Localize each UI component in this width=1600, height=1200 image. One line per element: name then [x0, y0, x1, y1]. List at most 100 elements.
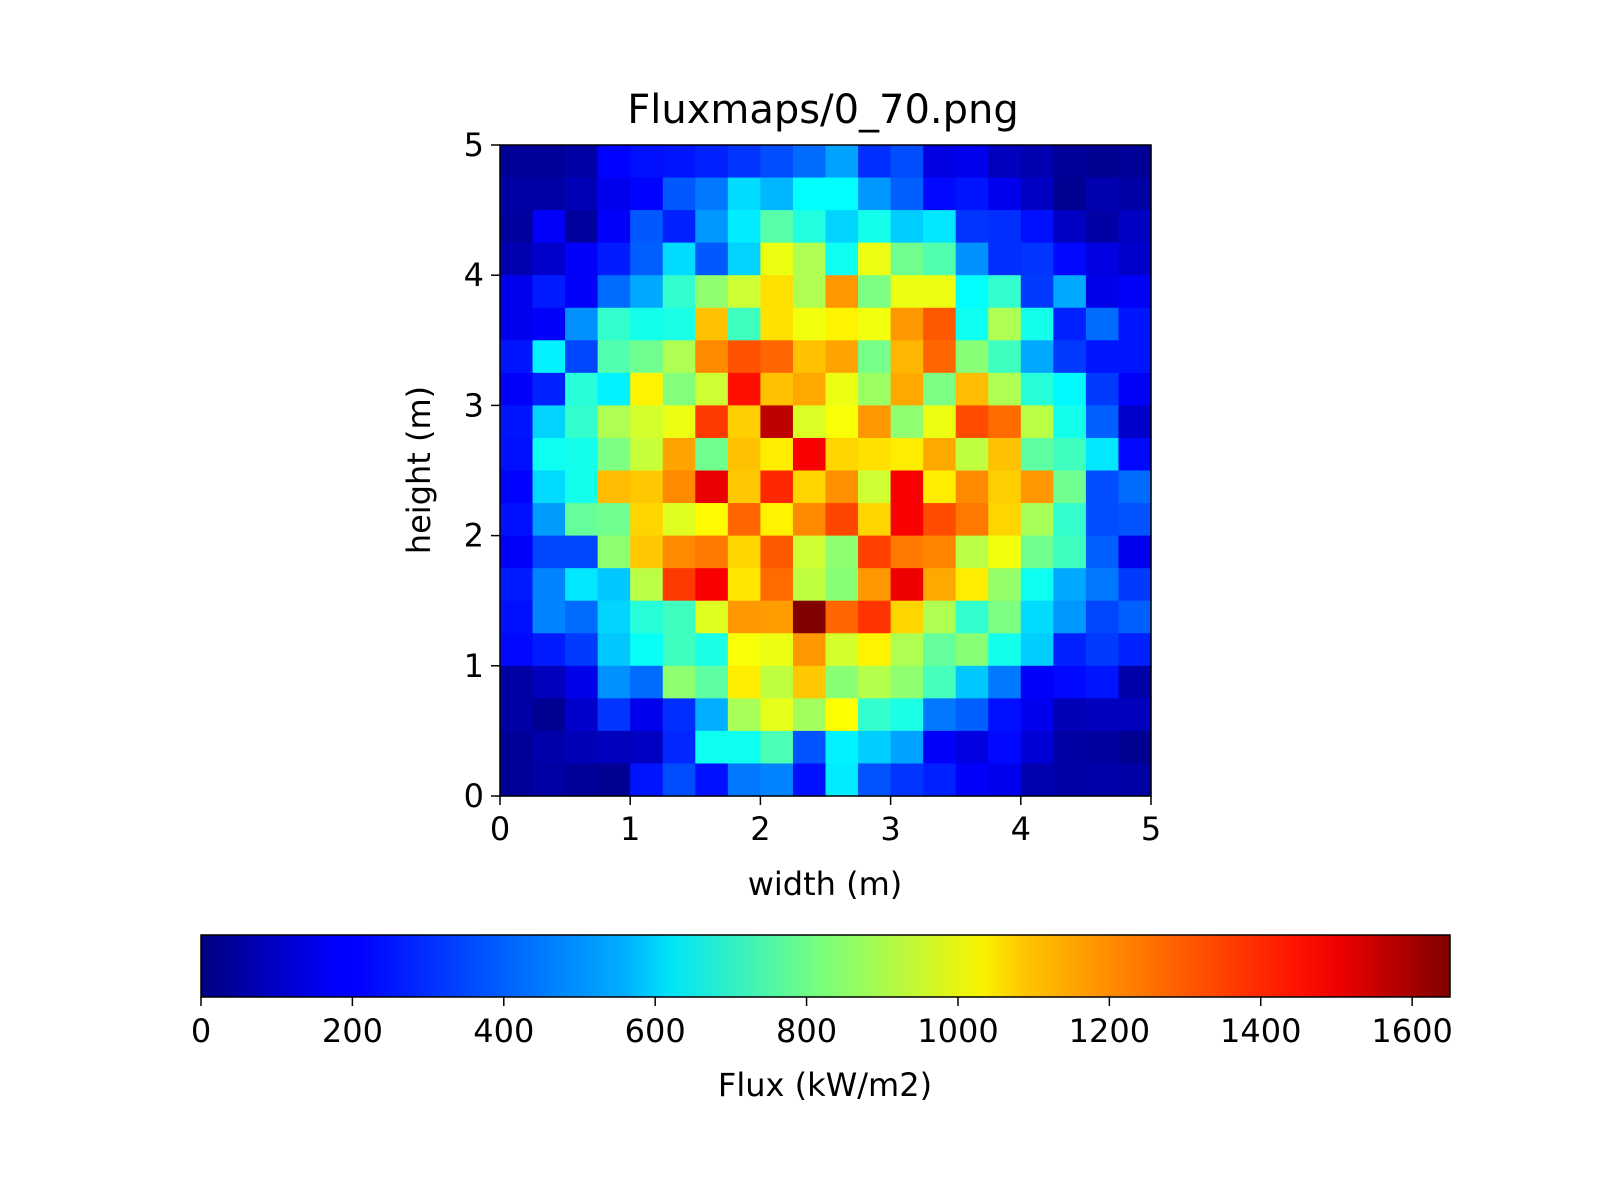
- heatmap-cell: [727, 665, 761, 699]
- heatmap-cell: [532, 470, 566, 504]
- heatmap-cell: [565, 340, 599, 374]
- heatmap-cell: [565, 503, 599, 537]
- heatmap-cell: [695, 600, 729, 634]
- plot-frame: [499, 144, 1152, 797]
- x-axis-ticks: 0 1 2 3 4 5: [490, 796, 1161, 848]
- heatmap-cell: [923, 535, 957, 569]
- heatmap-cell: [988, 405, 1022, 439]
- heatmap-cell: [565, 665, 599, 699]
- heatmap-cell: [890, 503, 924, 537]
- heatmap-cell: [662, 470, 696, 504]
- heatmap-cells: [500, 145, 1152, 797]
- heatmap-cell: [1053, 405, 1087, 439]
- heatmap-cell: [695, 275, 729, 309]
- heatmap-cell: [923, 503, 957, 537]
- heatmap-cell: [727, 275, 761, 309]
- heatmap-cell: [760, 340, 794, 374]
- heatmap-cell: [597, 568, 631, 602]
- heatmap-cell: [858, 535, 892, 569]
- heatmap-cell: [988, 210, 1022, 244]
- heatmap-cell: [858, 405, 892, 439]
- heatmap-cell: [500, 730, 534, 765]
- heatmap-cell: [988, 177, 1022, 211]
- heatmap-cell: [1020, 600, 1054, 634]
- heatmap-cell: [825, 665, 859, 699]
- heatmap-cell: [695, 145, 729, 179]
- heatmap-cell: [955, 665, 989, 699]
- heatmap-cell: [727, 633, 761, 667]
- heatmap-cell: [532, 145, 566, 179]
- heatmap-cell: [662, 275, 696, 309]
- heatmap-cell: [565, 210, 599, 244]
- heatmap-cell: [532, 275, 566, 309]
- heatmap-cell: [597, 340, 631, 374]
- heatmap-cell: [988, 535, 1022, 569]
- heatmap-cell: [825, 763, 859, 797]
- heatmap-cell: [500, 177, 534, 211]
- heatmap-cell: [955, 340, 989, 374]
- heatmap-cell: [923, 568, 957, 602]
- heatmap-cell: [1118, 340, 1152, 374]
- heatmap-cell: [662, 633, 696, 667]
- heatmap-cell: [825, 372, 859, 406]
- heatmap-cell: [500, 470, 534, 504]
- heatmap-cell: [597, 470, 631, 504]
- heatmap-cell: [1085, 145, 1120, 179]
- x-tick-label: 4: [1011, 810, 1031, 848]
- heatmap-cell: [1053, 503, 1087, 537]
- colorbar-tick-label: 800: [776, 1012, 837, 1050]
- heatmap-cell: [727, 210, 761, 244]
- heatmap-cell: [597, 145, 631, 179]
- heatmap-cell: [1085, 437, 1120, 472]
- heatmap-cell: [1020, 633, 1054, 667]
- heatmap-cell: [1118, 210, 1152, 244]
- heatmap-cell: [988, 437, 1022, 472]
- heatmap-cell: [727, 503, 761, 537]
- heatmap-cell: [858, 600, 892, 634]
- heatmap-cell: [1118, 145, 1152, 179]
- heatmap-cell: [1085, 177, 1120, 211]
- x-tick-label: 3: [880, 810, 900, 848]
- heatmap-cell: [727, 568, 761, 602]
- heatmap-cell: [760, 698, 794, 732]
- heatmap-cell: [858, 177, 892, 211]
- heatmap-cell: [662, 210, 696, 244]
- heatmap-cell: [695, 698, 729, 732]
- heatmap-cell: [792, 503, 827, 537]
- heatmap-cell: [792, 145, 827, 179]
- heatmap-cell: [1053, 730, 1087, 765]
- heatmap-cell: [565, 405, 599, 439]
- heatmap-cell: [630, 307, 664, 341]
- heatmap-cell: [1085, 503, 1120, 537]
- heatmap-cell: [955, 503, 989, 537]
- heatmap-cell: [792, 372, 827, 406]
- heatmap-cell: [988, 470, 1022, 504]
- heatmap-cell: [1020, 340, 1054, 374]
- heatmap-cell: [792, 568, 827, 602]
- heatmap-cell: [988, 307, 1022, 341]
- heatmap-cell: [1085, 340, 1120, 374]
- heatmap-cell: [890, 242, 924, 276]
- heatmap-cell: [727, 340, 761, 374]
- heatmap-cell: [955, 242, 989, 276]
- heatmap-cell: [1085, 307, 1120, 341]
- heatmap-cell: [760, 145, 794, 179]
- heatmap-cell: [792, 307, 827, 341]
- heatmap-cell: [890, 763, 924, 797]
- heatmap-cell: [532, 372, 566, 406]
- heatmap-cell: [825, 405, 859, 439]
- heatmap-cell: [792, 698, 827, 732]
- heatmap-cell: [500, 600, 534, 634]
- heatmap-cell: [1118, 730, 1152, 765]
- heatmap-cell: [988, 633, 1022, 667]
- heatmap-cell: [858, 470, 892, 504]
- heatmap-cell: [630, 600, 664, 634]
- y-tick-label: 5: [464, 126, 484, 164]
- heatmap-cell: [1053, 145, 1087, 179]
- heatmap-cell: [532, 698, 566, 732]
- heatmap-cell: [792, 405, 827, 439]
- heatmap-cell: [1020, 665, 1054, 699]
- heatmap-cell: [858, 568, 892, 602]
- heatmap-cell: [825, 633, 859, 667]
- heatmap-cell: [727, 730, 761, 765]
